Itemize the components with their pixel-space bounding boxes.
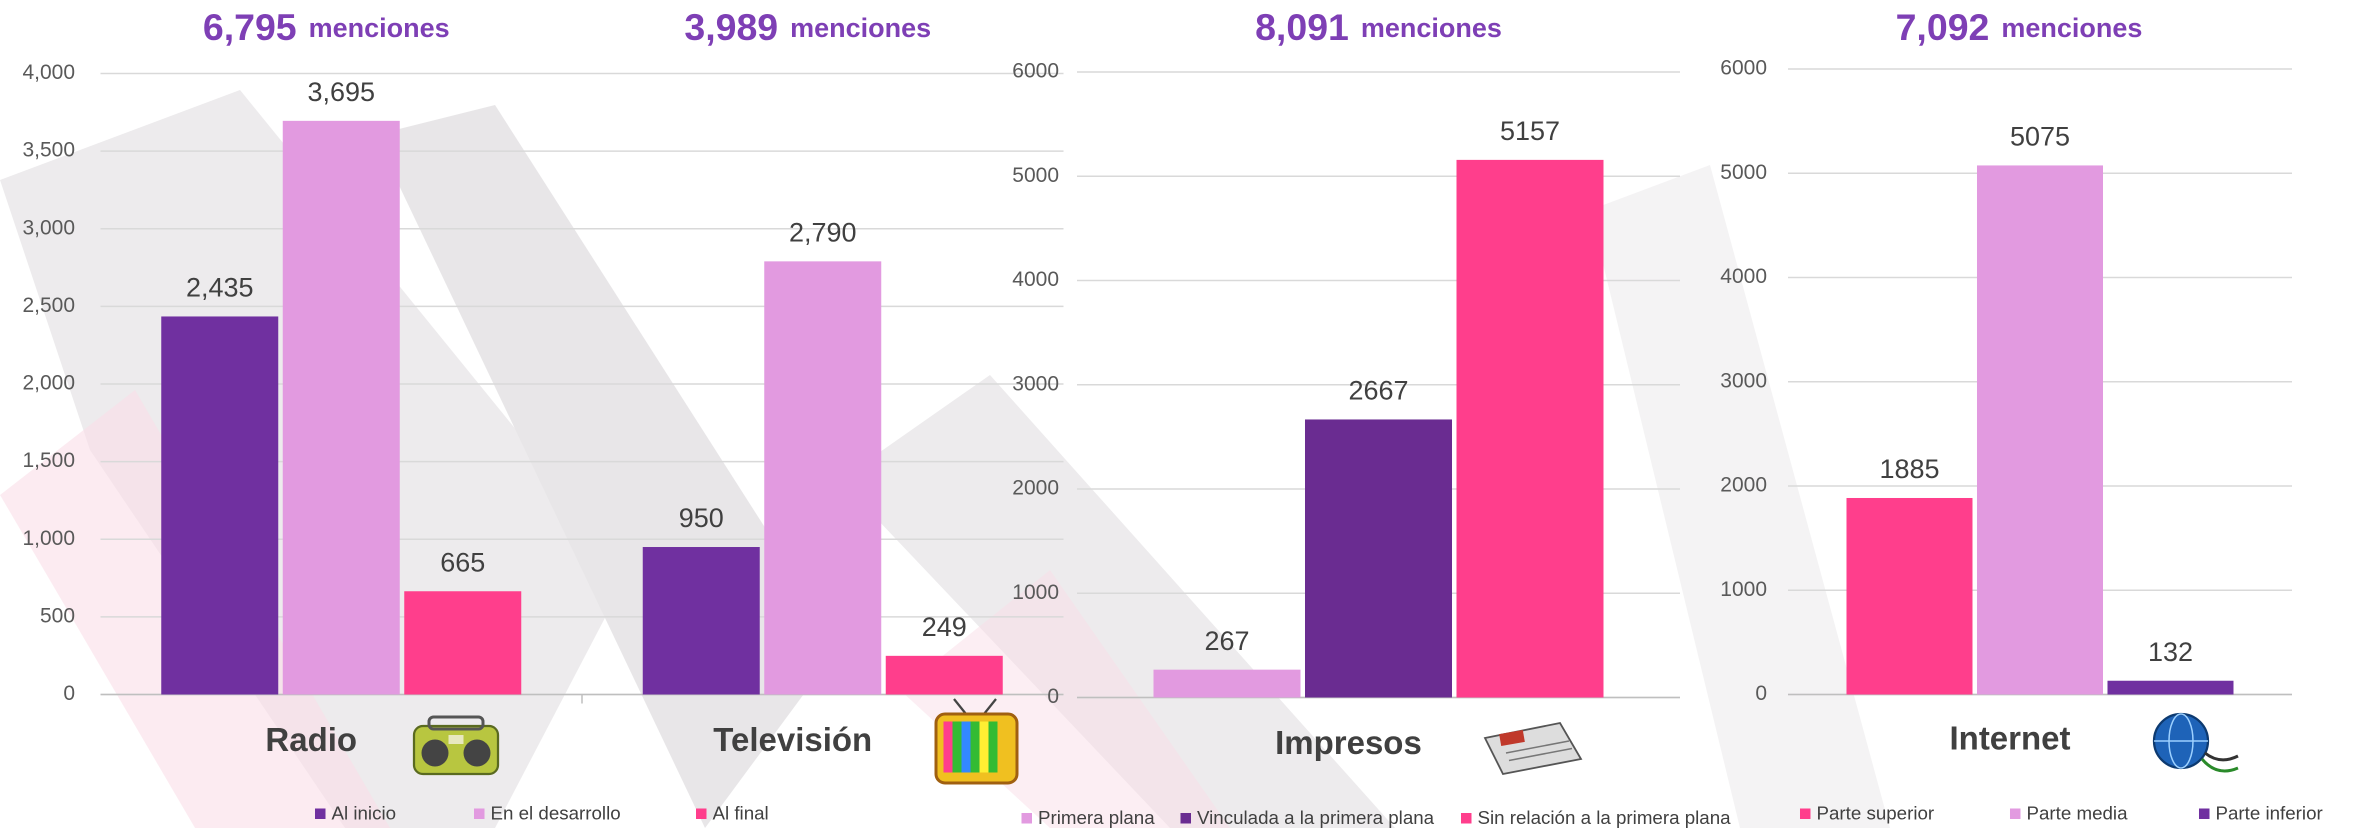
value-label: 5075 <box>2010 122 2070 152</box>
radio-icon <box>412 715 500 776</box>
legend-label: Parte superior <box>1816 802 1934 823</box>
y-tick-label: 4000 <box>1720 265 1767 288</box>
value-label: 950 <box>679 503 724 533</box>
y-tick-label: 1,000 <box>22 527 75 550</box>
mentions-number: 3,989 <box>684 6 778 48</box>
category-label: Televisión <box>713 721 872 758</box>
y-tick-label: 3,500 <box>22 139 75 162</box>
mentions-number: 7,092 <box>1896 6 1990 48</box>
value-label: 2667 <box>1348 376 1408 406</box>
legend-label: Parte media <box>2026 802 2128 823</box>
y-tick-label: 0 <box>63 682 75 705</box>
category-label: Radio <box>265 721 357 758</box>
bar <box>764 261 882 695</box>
mentions: 8,091 menciones <box>1255 6 1502 48</box>
bar <box>1153 669 1301 698</box>
y-tick-label: 5000 <box>1012 164 1059 187</box>
y-tick-label: 2000 <box>1012 477 1059 500</box>
y-tick-label: 4000 <box>1012 268 1059 291</box>
legend-label: En el desarrollo <box>491 802 621 823</box>
category-label: Internet <box>1950 720 2071 757</box>
mentions: 7,092 menciones <box>1896 6 2143 48</box>
value-label: 2,435 <box>186 273 254 303</box>
y-tick-label: 3000 <box>1012 372 1059 395</box>
y-tick-label: 2,000 <box>22 372 75 395</box>
y-tick-label: 2,500 <box>22 294 75 317</box>
y-tick-label: 0 <box>1755 682 1767 705</box>
value-label: 132 <box>2148 637 2193 667</box>
newspaper-icon <box>1483 721 1583 776</box>
bar <box>1846 497 1973 695</box>
y-tick-label: 6000 <box>1720 57 1767 80</box>
legend-swatch <box>1799 808 1811 819</box>
bar <box>2107 680 2234 695</box>
y-tick-label: 3,000 <box>22 216 75 239</box>
legend-swatch <box>315 808 326 819</box>
legend-swatch <box>474 808 485 819</box>
y-tick-label: 3000 <box>1720 369 1767 392</box>
value-label: 5157 <box>1500 116 1560 146</box>
bar <box>404 591 522 695</box>
mentions-number: 6,795 <box>203 6 297 48</box>
legend-label: Al inicio <box>332 802 397 823</box>
internet-icon <box>2152 712 2239 773</box>
legend-label: Al final <box>713 802 769 823</box>
value-label: 249 <box>922 612 967 642</box>
bar <box>1976 165 2103 695</box>
bar <box>1456 159 1604 698</box>
legend-label: Vinculada a la primera plana <box>1197 807 1435 828</box>
category-label: Impresos <box>1275 724 1422 761</box>
y-tick-label: 500 <box>40 604 75 627</box>
legend-label: Primera plana <box>1038 807 1155 828</box>
legend-swatch <box>696 808 707 819</box>
y-tick-label: 5000 <box>1720 161 1767 184</box>
bar <box>885 655 1003 695</box>
bar <box>642 547 760 695</box>
legend-swatch <box>1180 812 1191 824</box>
value-label: 267 <box>1204 626 1249 656</box>
legend-swatch <box>2009 808 2021 819</box>
y-tick-label: 4,000 <box>22 61 75 84</box>
legend-label: Sin relación a la primera plana <box>1477 807 1731 828</box>
y-tick-label: 0 <box>1047 685 1059 708</box>
bar <box>1304 419 1452 698</box>
value-label: 2,790 <box>789 217 857 247</box>
mentions-number: 8,091 <box>1255 6 1349 48</box>
y-tick-label: 1000 <box>1012 581 1059 604</box>
legend-swatch <box>1021 812 1032 824</box>
mentions: 3,989 menciones <box>684 6 931 48</box>
tv-icon <box>934 698 1019 785</box>
value-label: 1885 <box>1879 454 1939 484</box>
bar <box>161 316 279 695</box>
mentions-text: menciones <box>309 13 450 43</box>
y-tick-label: 2000 <box>1720 474 1767 497</box>
legend-label: Parte inferior <box>2215 802 2322 823</box>
mentions: 6,795 menciones <box>203 6 450 48</box>
value-label: 665 <box>440 547 485 577</box>
mentions-text: menciones <box>2001 13 2142 43</box>
legend-swatch <box>2198 808 2210 819</box>
mentions-text: menciones <box>790 13 931 43</box>
value-label: 3,695 <box>307 77 375 107</box>
y-tick-label: 1,500 <box>22 449 75 472</box>
mentions-text: menciones <box>1361 13 1502 43</box>
bar <box>282 120 400 695</box>
legend-swatch <box>1460 812 1472 824</box>
y-tick-label: 1000 <box>1720 578 1767 601</box>
y-tick-label: 6000 <box>1012 60 1059 83</box>
